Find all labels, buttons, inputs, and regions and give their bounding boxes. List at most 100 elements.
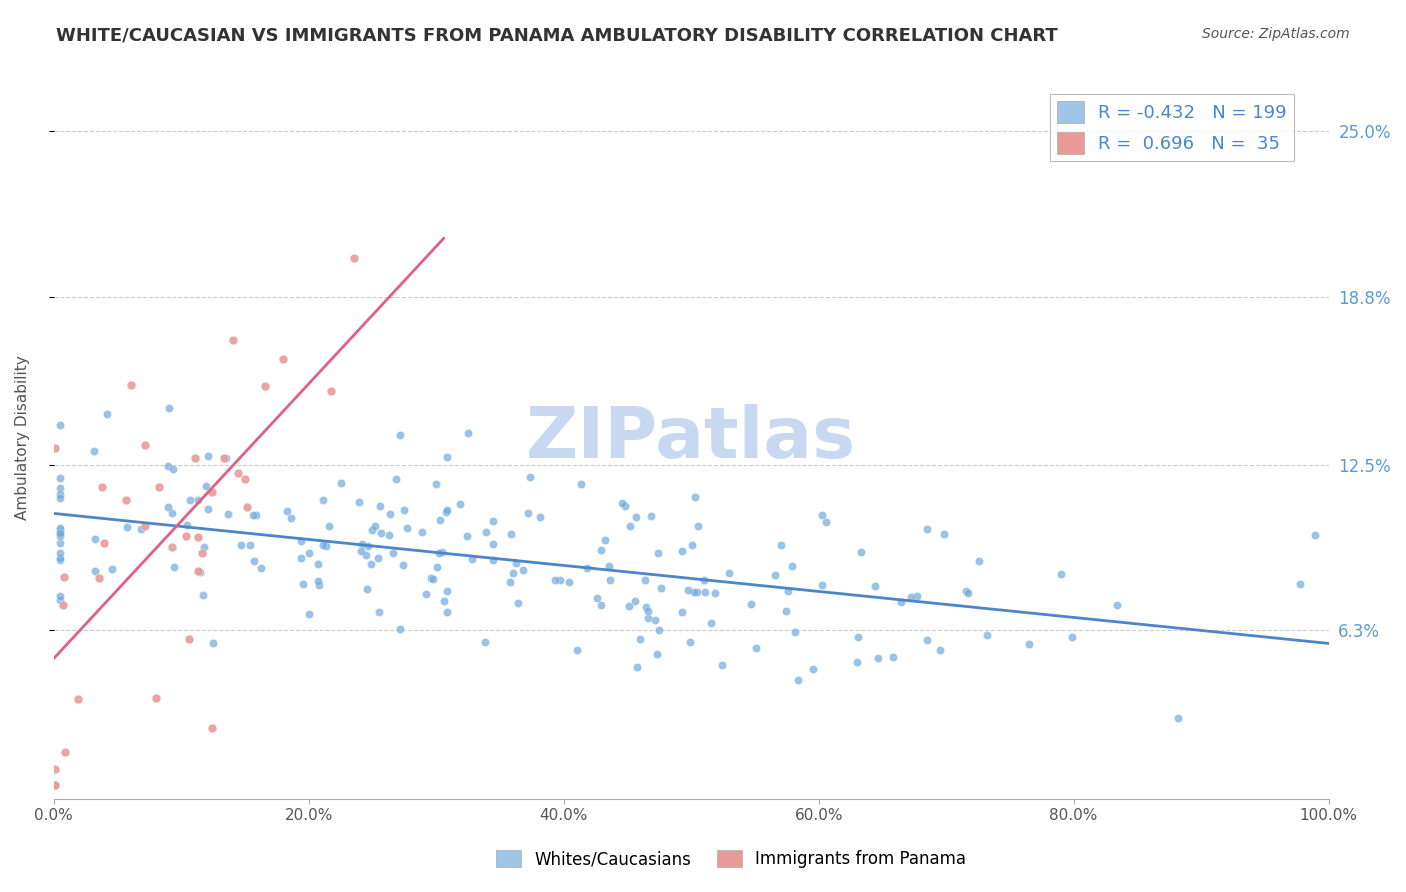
Point — [671, 544, 693, 558]
Point — [519, 469, 541, 483]
Point — [575, 561, 598, 575]
Point — [915, 633, 938, 648]
Point — [131, 522, 153, 536]
Point — [671, 605, 693, 619]
Point — [197, 449, 219, 463]
Point — [787, 673, 810, 687]
Point — [157, 401, 180, 415]
Point — [156, 500, 179, 515]
Point — [250, 561, 273, 575]
Legend: R = -0.432   N = 199, R =  0.696   N =  35: R = -0.432 N = 199, R = 0.696 N = 35 — [1049, 94, 1294, 161]
Point — [1062, 630, 1084, 644]
Point — [801, 662, 824, 676]
Point — [370, 526, 392, 541]
Point — [415, 587, 437, 601]
Point — [193, 540, 215, 554]
Point — [482, 536, 505, 550]
Point — [499, 574, 522, 589]
Point — [815, 515, 838, 529]
Point — [599, 573, 621, 587]
Point — [436, 605, 458, 619]
Point — [145, 691, 167, 706]
Point — [195, 479, 218, 493]
Point — [436, 450, 458, 464]
Point — [117, 520, 139, 534]
Point — [53, 570, 76, 584]
Point — [384, 472, 406, 486]
Point — [783, 624, 806, 639]
Point — [481, 514, 503, 528]
Point — [49, 535, 72, 549]
Point — [718, 566, 741, 580]
Point — [1018, 637, 1040, 651]
Point — [505, 556, 527, 570]
Point — [311, 538, 333, 552]
Point — [683, 584, 706, 599]
Point — [775, 605, 797, 619]
Point — [955, 584, 977, 599]
Point — [307, 557, 329, 571]
Point — [905, 589, 928, 603]
Point — [745, 641, 768, 656]
Point — [776, 583, 799, 598]
Point — [650, 581, 672, 595]
Point — [544, 574, 567, 588]
Point — [52, 598, 75, 612]
Point — [558, 574, 581, 589]
Point — [93, 536, 115, 550]
Point — [647, 546, 669, 560]
Point — [640, 508, 662, 523]
Point — [637, 611, 659, 625]
Point — [236, 500, 259, 515]
Point — [866, 651, 889, 665]
Point — [624, 510, 647, 524]
Point — [967, 554, 990, 568]
Point — [610, 496, 633, 510]
Point — [567, 643, 589, 657]
Point — [381, 546, 404, 560]
Point — [586, 591, 609, 605]
Point — [193, 588, 215, 602]
Point — [613, 500, 636, 514]
Point — [49, 486, 72, 500]
Point — [239, 537, 262, 551]
Point — [598, 559, 620, 574]
Point — [645, 647, 668, 661]
Point — [422, 572, 444, 586]
Point — [617, 599, 640, 614]
Point — [217, 507, 239, 521]
Point — [890, 594, 912, 608]
Point — [364, 519, 387, 533]
Point — [430, 545, 453, 559]
Point — [342, 252, 364, 266]
Text: ZIPatlas: ZIPatlas — [526, 403, 856, 473]
Point — [845, 655, 868, 669]
Point — [380, 508, 402, 522]
Point — [49, 551, 72, 566]
Point — [174, 529, 197, 543]
Point — [429, 513, 451, 527]
Point — [637, 604, 659, 618]
Point — [148, 480, 170, 494]
Point — [411, 525, 433, 540]
Point — [679, 635, 702, 649]
Point — [548, 573, 571, 587]
Point — [49, 491, 72, 506]
Point — [191, 546, 214, 560]
Point — [449, 497, 471, 511]
Point — [626, 659, 648, 673]
Point — [101, 562, 124, 576]
Point — [681, 538, 703, 552]
Point — [187, 565, 209, 579]
Point — [215, 451, 238, 466]
Point — [312, 492, 335, 507]
Point — [202, 636, 225, 650]
Point — [370, 499, 392, 513]
Point — [915, 522, 938, 536]
Point — [461, 551, 484, 566]
Point — [233, 472, 256, 486]
Point — [769, 538, 792, 552]
Point — [176, 518, 198, 533]
Point — [183, 451, 205, 466]
Point — [134, 519, 156, 533]
